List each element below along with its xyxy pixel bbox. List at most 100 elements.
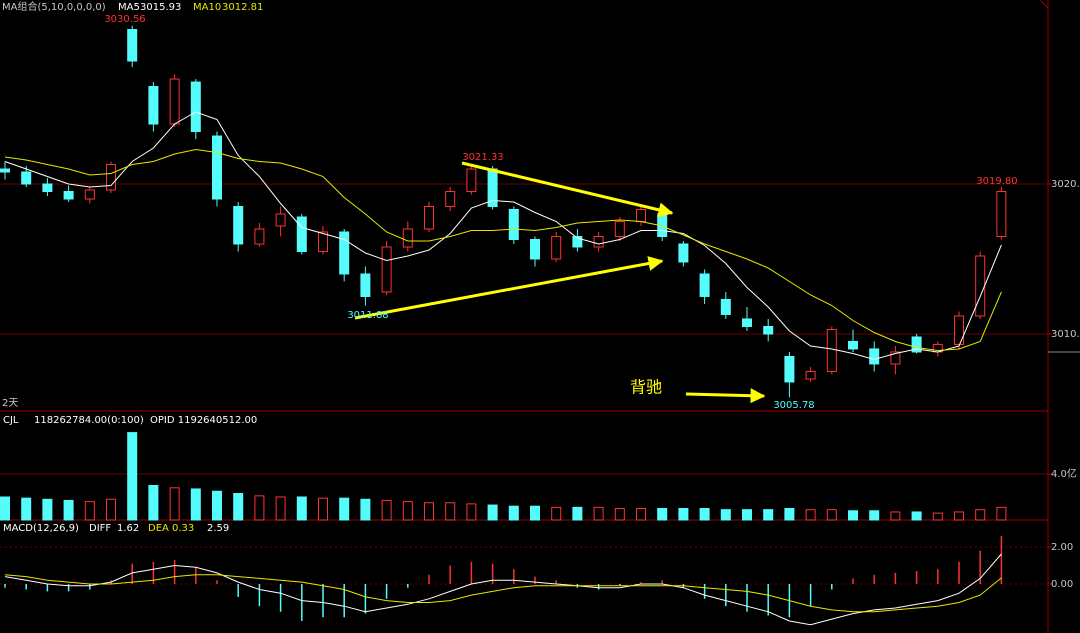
volume-bar xyxy=(0,496,10,521)
ma-name: MA5 xyxy=(118,2,140,13)
volume-bar xyxy=(212,490,222,521)
candle-body xyxy=(21,171,32,185)
candle-body xyxy=(614,220,625,237)
candle-body xyxy=(296,216,307,252)
candle-body xyxy=(572,235,583,248)
candle-body xyxy=(84,189,95,200)
volume-bar xyxy=(381,499,392,521)
volume-bar xyxy=(127,432,138,521)
volume-bar xyxy=(169,487,180,521)
candle-body xyxy=(826,328,837,372)
indicator-value: OPID 1192640512.00 xyxy=(150,415,257,426)
y-tick-label: 0.00 xyxy=(1051,579,1073,590)
candle-body xyxy=(678,243,689,263)
volume-bar xyxy=(275,496,286,521)
arrow xyxy=(461,161,674,218)
arrow xyxy=(685,388,766,404)
corner xyxy=(1039,0,1049,9)
candle-body xyxy=(106,164,116,191)
volume-bar xyxy=(572,506,583,521)
volume-bar xyxy=(21,497,32,521)
ma-value: 3012.81 xyxy=(222,2,263,13)
volume-bar xyxy=(318,497,328,521)
candle-body xyxy=(636,208,646,222)
candle-body xyxy=(212,135,222,200)
indicator-line xyxy=(4,553,1002,626)
volume-bar xyxy=(445,502,456,521)
volume-bar xyxy=(657,508,668,521)
volume-bar xyxy=(911,511,922,521)
y-tick-label: 3020.0 xyxy=(1051,179,1080,190)
volume-bar xyxy=(106,498,116,521)
candle-body xyxy=(190,81,201,133)
ma-name: MA10 xyxy=(193,2,221,13)
candle-body xyxy=(784,355,795,383)
volume-bar xyxy=(508,505,519,521)
candle-body xyxy=(63,191,74,200)
volume-bar xyxy=(233,493,244,521)
annotation: 3021.33 xyxy=(462,152,503,163)
candle-body xyxy=(848,340,858,350)
candle-body xyxy=(445,191,456,207)
volume-bar xyxy=(296,496,307,521)
candle-body xyxy=(424,205,434,230)
divergence-arrows xyxy=(354,161,766,404)
volume-bar xyxy=(678,508,689,521)
hist-value: 2.59 xyxy=(207,523,229,534)
candle-body xyxy=(381,246,392,293)
volume-bar xyxy=(487,504,498,521)
volume-bar xyxy=(254,495,265,521)
volume-bar xyxy=(339,497,350,521)
annotation: 3011.88 xyxy=(347,310,388,321)
volume-bar xyxy=(890,511,901,521)
volume-bar xyxy=(975,509,986,521)
line-name: DEA xyxy=(148,523,169,534)
candle-body xyxy=(763,325,774,335)
candle-body xyxy=(318,231,328,252)
candle-body xyxy=(530,238,540,260)
volume-bar xyxy=(636,508,646,521)
volume-bar xyxy=(84,501,95,521)
candle-body xyxy=(275,213,286,227)
annotation: 3030.56 xyxy=(104,14,145,25)
annotation: 3005.78 xyxy=(773,400,814,411)
marks xyxy=(0,25,1007,626)
candle-body xyxy=(508,208,519,240)
volume-bar xyxy=(932,512,943,521)
candle-body xyxy=(890,351,901,365)
candle-body xyxy=(975,255,986,317)
candle-body xyxy=(254,228,265,245)
volume-bar xyxy=(826,509,837,521)
candle-body xyxy=(911,336,922,353)
candle-body xyxy=(551,235,562,260)
y-tick-label: 2.00 xyxy=(1051,542,1073,553)
indicator-line xyxy=(4,111,1002,361)
candle-body xyxy=(593,235,604,248)
volume-bar xyxy=(869,510,880,521)
volume-bar xyxy=(42,498,53,521)
candle-body xyxy=(720,298,731,315)
volume-bar xyxy=(424,502,434,521)
candle-body xyxy=(699,273,710,297)
candle-body xyxy=(954,315,964,345)
candle-body xyxy=(466,168,477,193)
candle-body xyxy=(0,168,10,173)
candle-body xyxy=(339,231,350,275)
volume-bar xyxy=(784,508,795,521)
volume-bar xyxy=(530,505,540,521)
line-name: DIFF xyxy=(89,523,111,534)
candle-body xyxy=(42,183,53,193)
volume-bar xyxy=(593,506,604,521)
candle-body xyxy=(996,191,1007,237)
period-label: 2天 xyxy=(2,398,18,409)
grid: 3020.0 3010.0 4.0亿 2.00 0.00 xyxy=(0,179,1080,590)
volume-bar xyxy=(360,498,371,521)
candle-body xyxy=(742,318,752,327)
annotations: 3030.56 3021.33 3011.88 3005.78 3019.80 … xyxy=(104,14,1017,411)
y-tick-label: 3010.0 xyxy=(1051,329,1080,340)
volume-bar xyxy=(466,503,477,521)
y-tick-label: 4.0亿 xyxy=(1051,467,1077,480)
ma-value: 3015.93 xyxy=(140,2,181,13)
volume-bar xyxy=(63,499,74,521)
